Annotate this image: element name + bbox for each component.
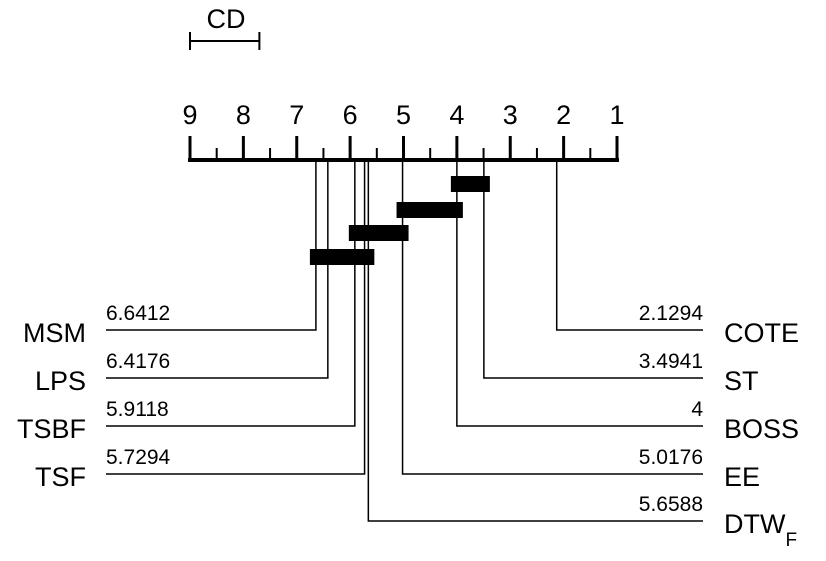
axis-tick-label: 9 bbox=[182, 100, 197, 130]
axis-tick-label: 3 bbox=[503, 100, 518, 130]
left-method-name: TSBF bbox=[17, 414, 86, 444]
left-method-name: TSF bbox=[35, 462, 86, 492]
clique-bars bbox=[309, 176, 490, 265]
left-method-name: MSM bbox=[23, 318, 86, 348]
left-method-name: LPS bbox=[35, 366, 86, 396]
cd-label: CD bbox=[207, 4, 246, 34]
right-method-rank: 4 bbox=[691, 398, 703, 421]
cd-bar bbox=[189, 32, 261, 50]
right-method-connector bbox=[456, 160, 703, 427]
left-method-rank: 6.4176 bbox=[106, 350, 170, 373]
right-method-connector bbox=[555, 160, 703, 331]
right-method-connector bbox=[367, 160, 703, 522]
right-method-rank: 5.0176 bbox=[639, 446, 703, 469]
axis-tick-label: 1 bbox=[609, 100, 624, 130]
clique-bar bbox=[450, 176, 490, 192]
left-method-connector bbox=[106, 160, 356, 427]
right-method-connector bbox=[483, 160, 703, 379]
clique-bar bbox=[348, 225, 409, 241]
axis-tick-label: 2 bbox=[556, 100, 571, 130]
right-method-name: EE bbox=[724, 462, 760, 492]
left-method-connector bbox=[106, 160, 329, 379]
rank-axis: 9 8 7 6 5 4 3 2 1 bbox=[182, 100, 625, 162]
right-method-name: ST bbox=[724, 366, 759, 396]
right-method-rank: 5.6588 bbox=[639, 493, 703, 516]
left-method-connector bbox=[106, 160, 317, 331]
clique-bar bbox=[309, 249, 375, 265]
right-method-rank: 2.1294 bbox=[639, 302, 704, 325]
right-method-name: BOSS bbox=[724, 414, 799, 444]
right-methods: 2.1294 COTE 3.4941 ST 4 BOSS 5.0176 EE 5.6588 DTW… bbox=[367, 160, 799, 551]
axis-tick-label: 4 bbox=[449, 100, 464, 130]
left-methods: 6.6412 MSM 6.4176 LPS 5.9118 TSBF 5.7294 TSF bbox=[17, 160, 366, 492]
left-method-rank: 6.6412 bbox=[106, 302, 170, 325]
axis-tick-label: 7 bbox=[289, 100, 304, 130]
right-method-connector bbox=[401, 160, 703, 475]
right-method-name: COTE bbox=[724, 318, 799, 348]
left-method-rank: 5.7294 bbox=[106, 446, 171, 469]
axis-tick-label: 8 bbox=[236, 100, 251, 130]
left-method-connector bbox=[106, 160, 366, 475]
right-method-name-subscript: F bbox=[785, 530, 797, 551]
left-method-rank: 5.9118 bbox=[106, 398, 169, 421]
axis-tick-label: 5 bbox=[396, 100, 411, 130]
right-method-name: DTWF bbox=[724, 509, 797, 551]
clique-bar bbox=[396, 202, 463, 218]
right-method-rank: 3.4941 bbox=[639, 350, 703, 373]
axis-tick-label: 6 bbox=[343, 100, 358, 130]
